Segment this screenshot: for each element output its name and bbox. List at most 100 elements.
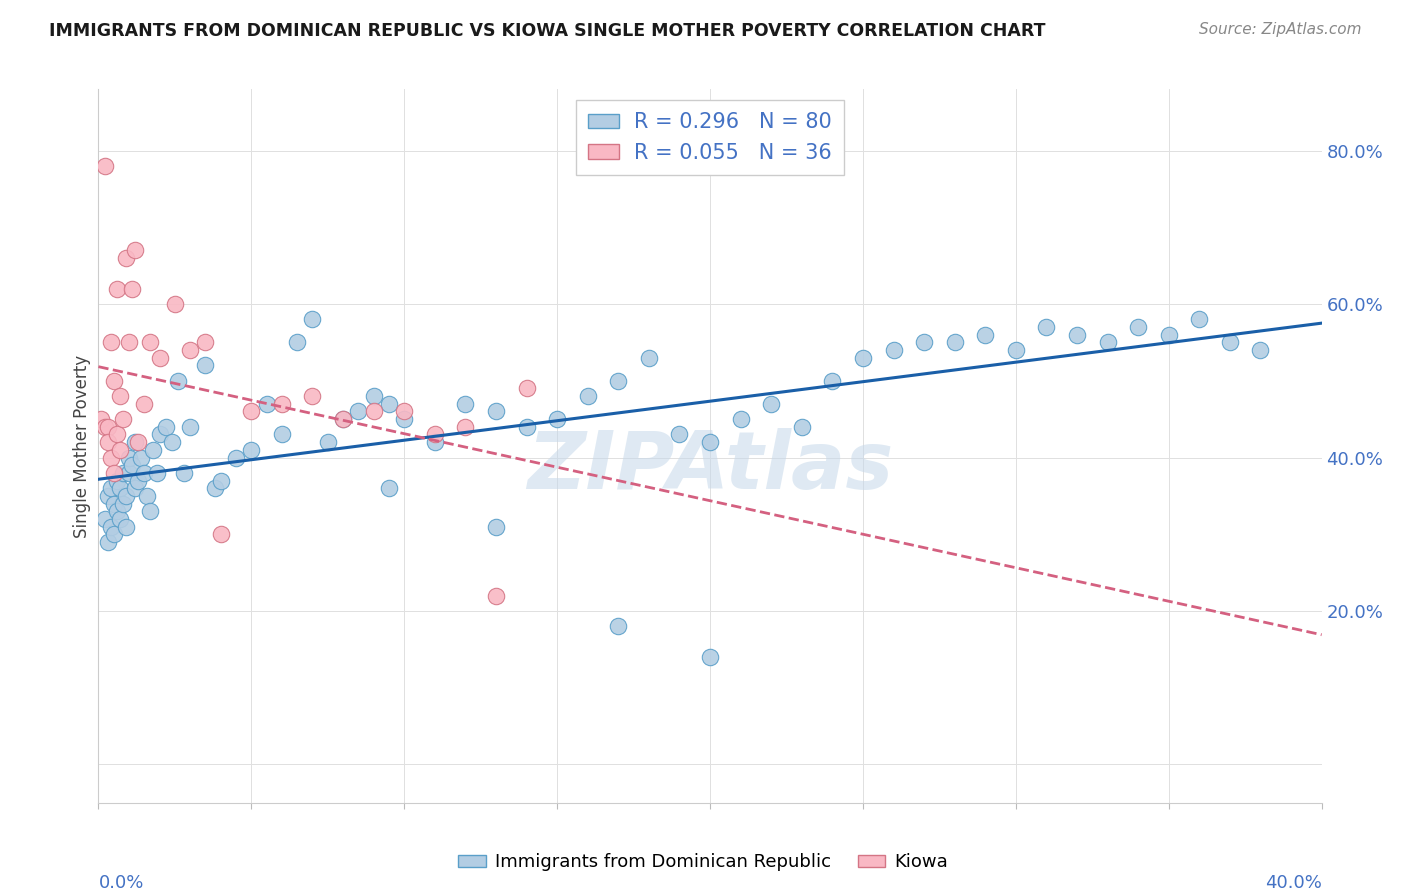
Point	[111, 466, 134, 480]
Point	[93, 159, 115, 173]
Point	[790, 419, 813, 434]
Point	[699, 435, 721, 450]
Point	[516, 381, 538, 395]
Point	[378, 397, 401, 411]
Point	[1157, 327, 1180, 342]
Point	[1066, 327, 1088, 342]
Point	[124, 435, 146, 450]
Point	[204, 481, 226, 495]
Point	[142, 442, 165, 457]
Point	[149, 427, 172, 442]
Point	[363, 404, 385, 418]
Point	[108, 481, 131, 495]
Point	[105, 474, 128, 488]
Point	[454, 419, 477, 434]
Point	[821, 374, 844, 388]
Point	[100, 335, 122, 350]
Point	[423, 427, 446, 442]
Point	[285, 335, 308, 350]
Point	[97, 419, 120, 434]
Point	[668, 427, 690, 442]
Point	[423, 435, 446, 450]
Point	[103, 466, 125, 480]
Point	[883, 343, 905, 357]
Point	[485, 589, 508, 603]
Point	[1097, 335, 1119, 350]
Point	[111, 412, 134, 426]
Point	[100, 481, 122, 495]
Point	[100, 450, 122, 465]
Point	[118, 466, 141, 480]
Point	[121, 282, 143, 296]
Point	[103, 497, 125, 511]
Point	[1004, 343, 1026, 357]
Point	[179, 343, 201, 357]
Point	[347, 404, 370, 418]
Point	[270, 427, 292, 442]
Point	[129, 450, 152, 465]
Point	[240, 404, 263, 418]
Point	[93, 512, 115, 526]
Point	[240, 442, 263, 457]
Point	[225, 450, 247, 465]
Point	[179, 419, 201, 434]
Point	[145, 466, 167, 480]
Point	[256, 397, 278, 411]
Point	[332, 412, 354, 426]
Point	[134, 466, 156, 480]
Point	[209, 527, 232, 541]
Point	[105, 427, 128, 442]
Point	[139, 335, 162, 350]
Point	[454, 397, 477, 411]
Point	[699, 650, 721, 665]
Point	[115, 489, 138, 503]
Point	[149, 351, 172, 365]
Legend: R = 0.296   N = 80, R = 0.055   N = 36: R = 0.296 N = 80, R = 0.055 N = 36	[575, 100, 845, 175]
Point	[105, 282, 128, 296]
Point	[943, 335, 966, 350]
Point	[546, 412, 568, 426]
Legend: Immigrants from Dominican Republic, Kiowa: Immigrants from Dominican Republic, Kiow…	[451, 847, 955, 879]
Point	[392, 412, 416, 426]
Point	[173, 466, 195, 480]
Point	[852, 351, 875, 365]
Point	[301, 389, 323, 403]
Point	[134, 397, 156, 411]
Point	[108, 442, 131, 457]
Point	[301, 312, 323, 326]
Y-axis label: Single Mother Poverty: Single Mother Poverty	[73, 354, 91, 538]
Point	[485, 404, 508, 418]
Point	[90, 412, 112, 426]
Point	[1188, 312, 1211, 326]
Point	[332, 412, 354, 426]
Point	[93, 419, 115, 434]
Point	[124, 244, 146, 258]
Point	[607, 619, 630, 633]
Point	[108, 512, 131, 526]
Point	[136, 489, 159, 503]
Point	[209, 474, 232, 488]
Point	[1249, 343, 1271, 357]
Point	[115, 251, 138, 265]
Point	[485, 519, 508, 533]
Point	[115, 519, 138, 533]
Text: 40.0%: 40.0%	[1265, 874, 1322, 892]
Point	[194, 359, 217, 373]
Text: ZIPAtlas: ZIPAtlas	[527, 428, 893, 507]
Text: Source: ZipAtlas.com: Source: ZipAtlas.com	[1198, 22, 1361, 37]
Point	[103, 527, 125, 541]
Point	[121, 458, 143, 473]
Point	[111, 497, 134, 511]
Point	[378, 481, 401, 495]
Point	[167, 374, 190, 388]
Point	[97, 535, 120, 549]
Point	[194, 335, 217, 350]
Point	[607, 374, 630, 388]
Text: 0.0%: 0.0%	[98, 874, 143, 892]
Point	[1035, 320, 1057, 334]
Point	[118, 335, 141, 350]
Point	[392, 404, 416, 418]
Point	[127, 435, 149, 450]
Point	[118, 450, 141, 465]
Point	[316, 435, 339, 450]
